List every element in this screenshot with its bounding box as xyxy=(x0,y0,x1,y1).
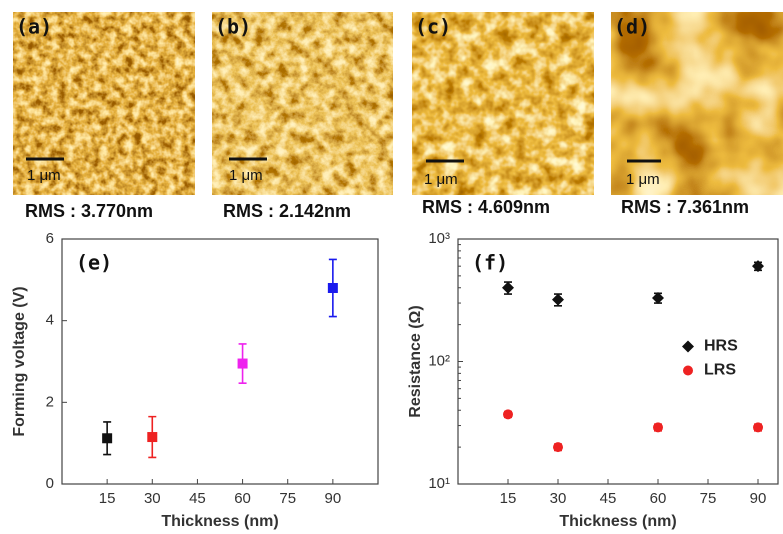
legend-marker xyxy=(683,365,693,376)
rms-label: RMS : 2.142nm xyxy=(223,201,351,221)
marker xyxy=(652,291,664,304)
y-axis-title: Forming voltage (V) xyxy=(11,286,28,436)
x-tick-label: 75 xyxy=(279,490,296,507)
x-tick-label: 90 xyxy=(325,490,342,507)
marker xyxy=(753,422,763,433)
y-tick-label: 10³ xyxy=(428,230,450,247)
marker xyxy=(653,422,663,433)
marker xyxy=(553,442,563,453)
marker xyxy=(503,409,513,420)
afm-image: (c) 1 μm RMS : 4.609nm xyxy=(412,12,594,217)
scale-label: 1 μm xyxy=(424,171,458,188)
marker xyxy=(102,433,113,444)
x-axis-title: Thickness (nm) xyxy=(559,513,676,530)
x-tick-label: 45 xyxy=(600,490,617,507)
rms-label: RMS : 4.609nm xyxy=(422,197,550,217)
y-tick-label: 4 xyxy=(46,312,54,329)
x-tick-label: 45 xyxy=(189,490,206,507)
legend-label: LRS xyxy=(704,362,736,379)
afm-image: (a) 1 μm RMS : 3.770nm xyxy=(13,12,195,221)
x-tick-label: 15 xyxy=(99,490,116,507)
x-tick-label: 75 xyxy=(700,490,717,507)
x-tick-label: 90 xyxy=(750,490,767,507)
x-tick-label: 60 xyxy=(650,490,667,507)
afm-texture xyxy=(412,12,594,195)
afm-texture xyxy=(13,12,195,195)
marker xyxy=(502,281,514,294)
legend-label: HRS xyxy=(704,338,738,355)
panel-label: (d) xyxy=(614,15,650,39)
afm-texture xyxy=(212,12,393,195)
chart: 15 30 45 60 75 90 0 2 4 6 (e) Thickness (nm) Forming… xyxy=(11,230,379,530)
scale-label: 1 μm xyxy=(229,167,263,184)
panel-label: (b) xyxy=(215,15,251,39)
panel-label: (a) xyxy=(16,15,52,39)
y-axis-title: Resistance (Ω) xyxy=(407,305,424,417)
plot-frame xyxy=(61,238,379,485)
marker xyxy=(237,358,248,369)
marker xyxy=(327,283,338,293)
marker xyxy=(752,260,764,273)
panel-label: (e) xyxy=(76,251,112,275)
afm-image: (b) 1 μm RMS : 2.142nm xyxy=(212,12,393,221)
chart: 15 30 45 60 75 90 10¹ 10² 10³ (f) Thickness (nm) Re… xyxy=(407,230,779,530)
marker xyxy=(552,293,564,306)
x-tick-label: 60 xyxy=(234,490,251,507)
y-tick-label: 6 xyxy=(46,230,54,247)
scale-label: 1 μm xyxy=(27,167,61,184)
scale-label: 1 μm xyxy=(626,171,660,188)
y-tick-label: 0 xyxy=(46,475,54,492)
x-tick-label: 15 xyxy=(500,490,517,507)
afm-texture xyxy=(611,12,783,195)
x-tick-label: 30 xyxy=(144,490,161,507)
legend-marker xyxy=(682,340,694,353)
rms-label: RMS : 3.770nm xyxy=(25,201,153,221)
x-tick-label: 30 xyxy=(550,490,567,507)
afm-image: (d) 1 μm RMS : 7.361nm xyxy=(611,12,783,217)
panel-label: (c) xyxy=(415,15,451,39)
panel-label: (f) xyxy=(472,251,508,275)
rms-label: RMS : 7.361nm xyxy=(621,197,749,217)
x-axis-title: Thickness (nm) xyxy=(161,513,278,530)
y-tick-label: 10² xyxy=(428,352,450,369)
y-tick-label: 2 xyxy=(46,393,54,410)
marker xyxy=(147,432,158,443)
y-tick-label: 10¹ xyxy=(428,475,450,492)
